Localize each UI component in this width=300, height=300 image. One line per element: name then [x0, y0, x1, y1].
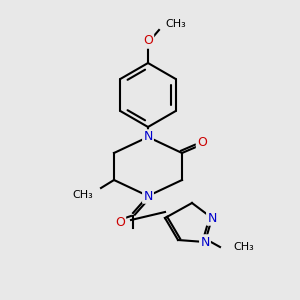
Text: CH₃: CH₃ [165, 19, 186, 29]
Text: O: O [197, 136, 207, 149]
Text: O: O [115, 217, 125, 230]
Text: N: N [200, 236, 210, 248]
Text: CH₃: CH₃ [233, 242, 254, 252]
Text: N: N [207, 212, 217, 224]
Text: N: N [143, 130, 153, 143]
Text: CH₃: CH₃ [72, 190, 93, 200]
Text: O: O [143, 34, 153, 47]
Text: N: N [143, 190, 153, 202]
